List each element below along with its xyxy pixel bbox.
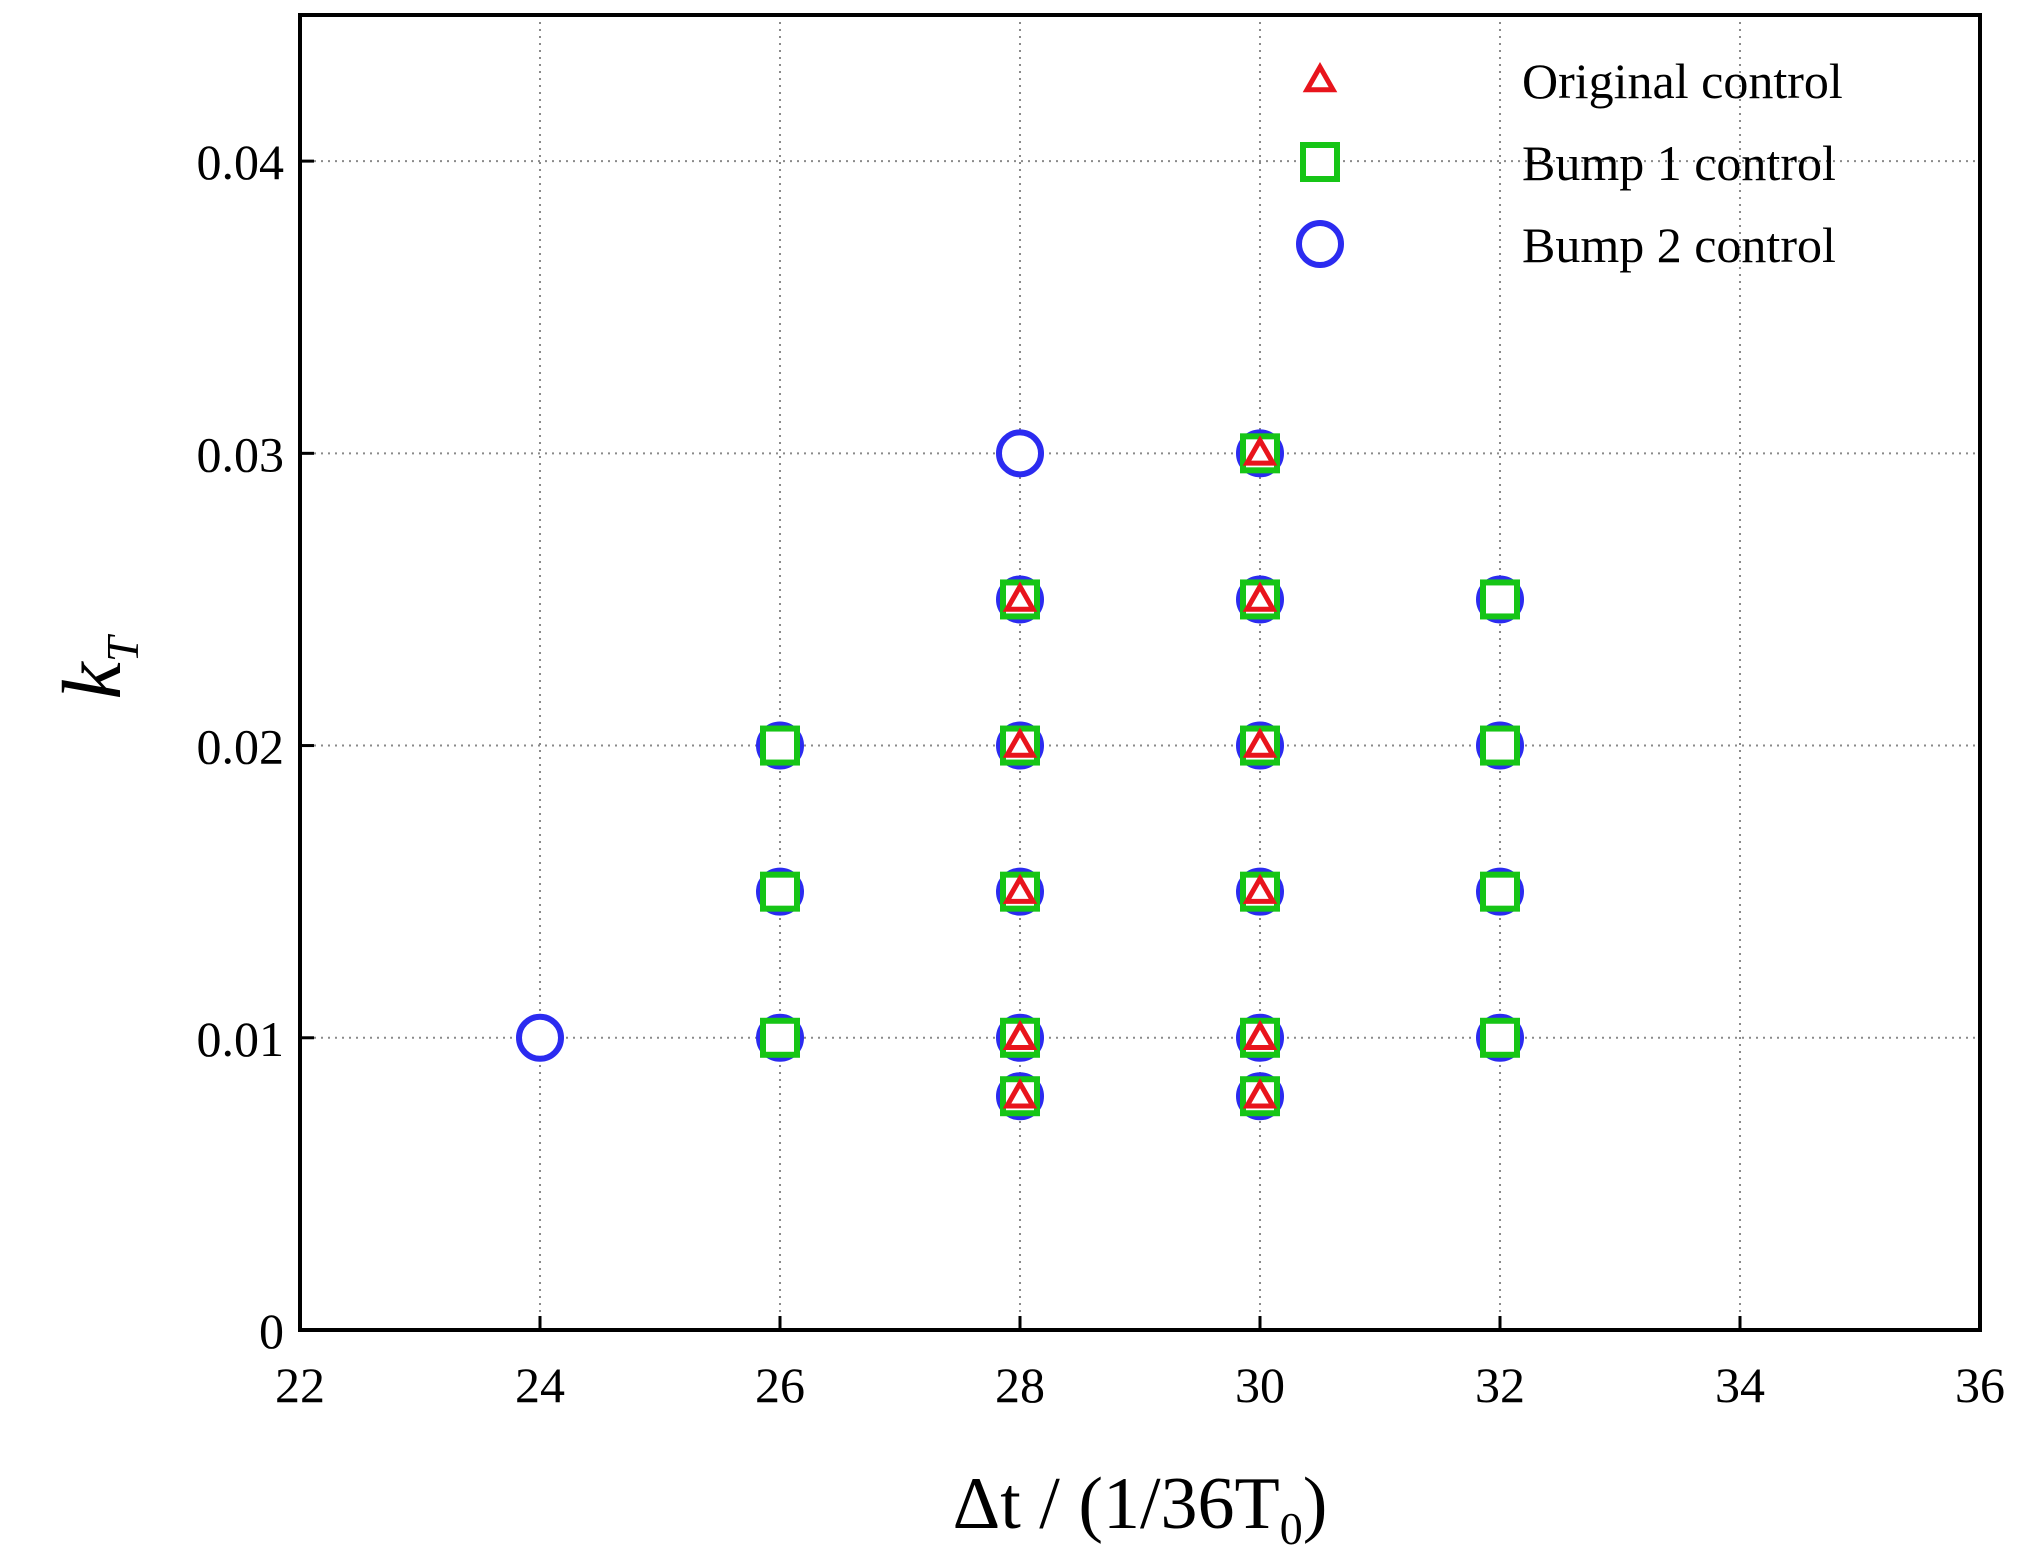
- y-tick-label: 0.03: [197, 426, 285, 482]
- data-point-original-control: [1242, 873, 1278, 904]
- data-point-bump-1-control: [760, 1017, 800, 1058]
- data-point-bump-2-control: [996, 429, 1044, 478]
- legend-marker-bump-1-control: [1300, 142, 1340, 182]
- data-point-bump-1-control: [1480, 725, 1520, 766]
- data-point-original-control: [1002, 1078, 1038, 1109]
- data-point-original-control: [1002, 727, 1038, 758]
- legend-item-original-control: Original control: [1302, 53, 1843, 109]
- legend-marker-bump-2-control: [1296, 220, 1344, 268]
- legend-marker-original-control: [1302, 61, 1338, 93]
- data-point-original-control: [1242, 1078, 1278, 1109]
- x-axis-title-main: Δt / (1/36T: [953, 1463, 1280, 1545]
- data-point-original-control: [1002, 1019, 1038, 1051]
- data-point-original-control: [1242, 581, 1278, 612]
- x-axis-title: Δt / (1/36T0): [953, 1463, 1328, 1554]
- y-axis-title: kT: [46, 633, 148, 699]
- x-axis-title-subscript: 0: [1280, 1503, 1303, 1554]
- legend-item-bump-2-control: Bump 2 control: [1296, 217, 1836, 273]
- data-point-original-control: [1242, 727, 1278, 758]
- data-point-original-control: [1242, 435, 1278, 466]
- x-tick-label: 36: [1955, 1357, 2005, 1413]
- plot-frame: [298, 13, 1982, 1332]
- data-point-original-control: [1002, 873, 1038, 904]
- data-point-original-control: [1242, 1019, 1278, 1051]
- y-tick-label: 0.02: [197, 719, 285, 775]
- x-tick-label: 26: [755, 1357, 805, 1413]
- y-tick-label: 0: [259, 1303, 284, 1359]
- data-point-bump-1-control: [760, 871, 800, 912]
- x-axis-title-suffix: ): [1303, 1463, 1328, 1545]
- axis-ticks: 22 24 26 28 30 32 34 36 0 0.01 0.02 0.03 0.04: [197, 134, 2006, 1413]
- x-tick-label: 22: [275, 1357, 325, 1413]
- x-tick-label: 32: [1475, 1357, 1525, 1413]
- data-points: [516, 429, 1524, 1121]
- data-point-bump-1-control: [1480, 579, 1520, 620]
- legend-label-bump-2-control: Bump 2 control: [1522, 217, 1836, 273]
- y-axis-title-subscript: T: [97, 633, 148, 662]
- data-point-bump-2-control: [516, 1013, 564, 1062]
- x-tick-label: 28: [995, 1357, 1045, 1413]
- y-tick-label: 0.01: [197, 1011, 285, 1067]
- x-tick-label: 34: [1715, 1357, 1765, 1413]
- legend-label-original-control: Original control: [1522, 53, 1843, 109]
- legend-item-bump-1-control: Bump 1 control: [1300, 135, 1836, 191]
- x-tick-label: 24: [515, 1357, 565, 1413]
- data-point-original-control: [1002, 581, 1038, 612]
- y-axis-title-main: k: [46, 660, 139, 699]
- grid-lines: [300, 15, 1980, 1330]
- legend-label-bump-1-control: Bump 1 control: [1522, 135, 1836, 191]
- legend: Original control Bump 1 control Bump 2 con…: [1296, 53, 1843, 273]
- y-tick-label: 0.04: [197, 134, 285, 190]
- data-point-bump-1-control: [1480, 871, 1520, 912]
- data-point-bump-1-control: [1480, 1017, 1520, 1058]
- data-point-bump-1-control: [760, 725, 800, 766]
- x-tick-label: 30: [1235, 1357, 1285, 1413]
